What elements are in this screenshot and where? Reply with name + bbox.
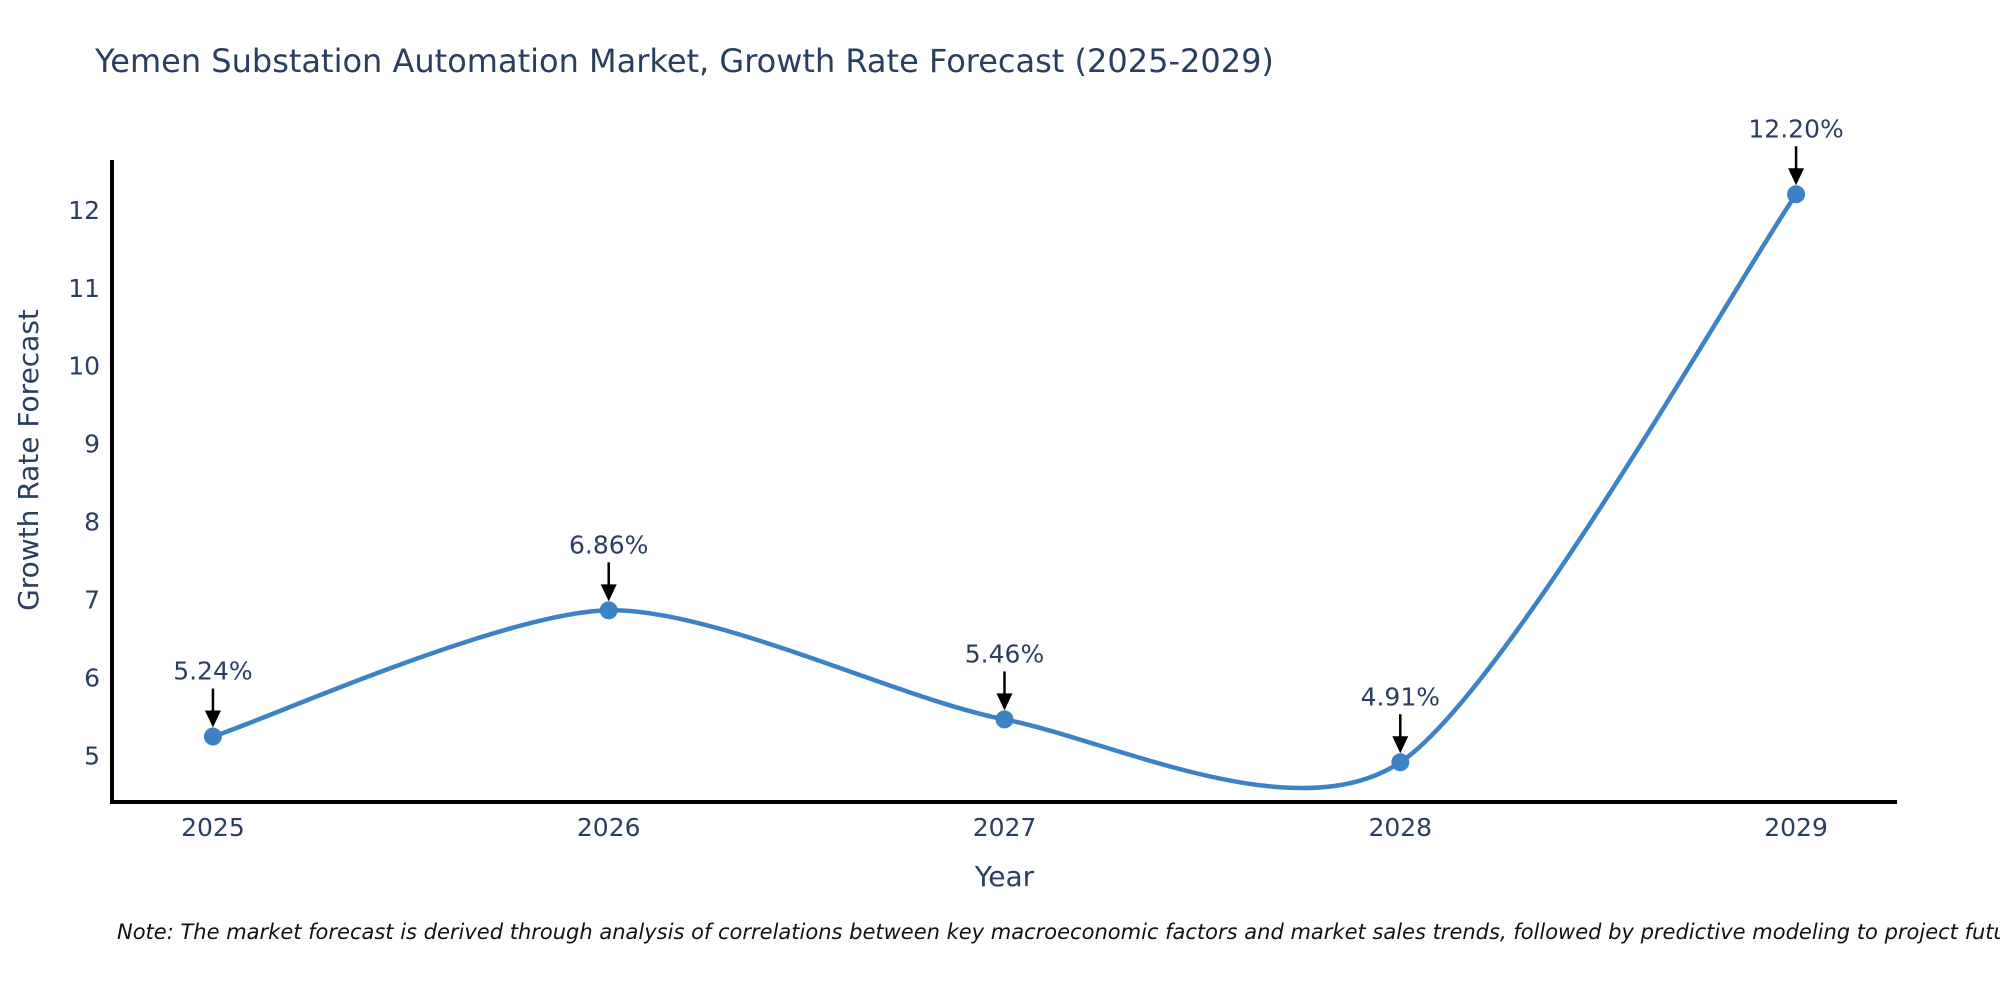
x-tick-label: 2026 [577,813,641,842]
footnote: Note: The market forecast is derived thr… [117,920,2000,944]
annotation-arrowhead [1788,168,1805,186]
y-tick-label: 8 [84,508,100,537]
y-tick-label: 10 [68,352,100,381]
point-value-label: 5.24% [173,657,252,686]
y-tick-label: 11 [68,274,100,303]
data-point-marker [203,727,222,746]
forecast-line [210,192,1799,791]
point-value-label: 12.20% [1748,114,1843,143]
y-tick-label: 5 [84,741,100,770]
point-value-label: 5.46% [965,639,1044,668]
data-point-marker [1787,185,1806,204]
annotation-arrowhead [1392,736,1409,754]
y-tick-label: 7 [84,585,100,614]
x-tick-label: 2027 [973,813,1037,842]
x-tick-label: 2025 [181,813,245,842]
chart-title: Yemen Substation Automation Market, Grow… [95,42,1274,80]
annotation-arrowhead [600,584,617,602]
data-point-marker [599,601,618,620]
x-tick-label: 2029 [1764,813,1828,842]
x-axis-title: Year [974,860,1035,893]
y-tick-label: 12 [68,196,100,225]
data-point-marker [995,710,1014,729]
y-tick-label: 6 [84,663,100,692]
annotation-arrowhead [204,710,221,728]
y-tick-label: 9 [84,430,100,459]
point-value-label: 6.86% [569,530,648,559]
x-tick-label: 2028 [1368,813,1432,842]
annotation-arrowhead [996,693,1013,711]
point-value-label: 4.91% [1361,682,1440,711]
data-point-marker [1391,753,1410,772]
y-axis-title: Growth Rate Forecast [12,309,45,611]
